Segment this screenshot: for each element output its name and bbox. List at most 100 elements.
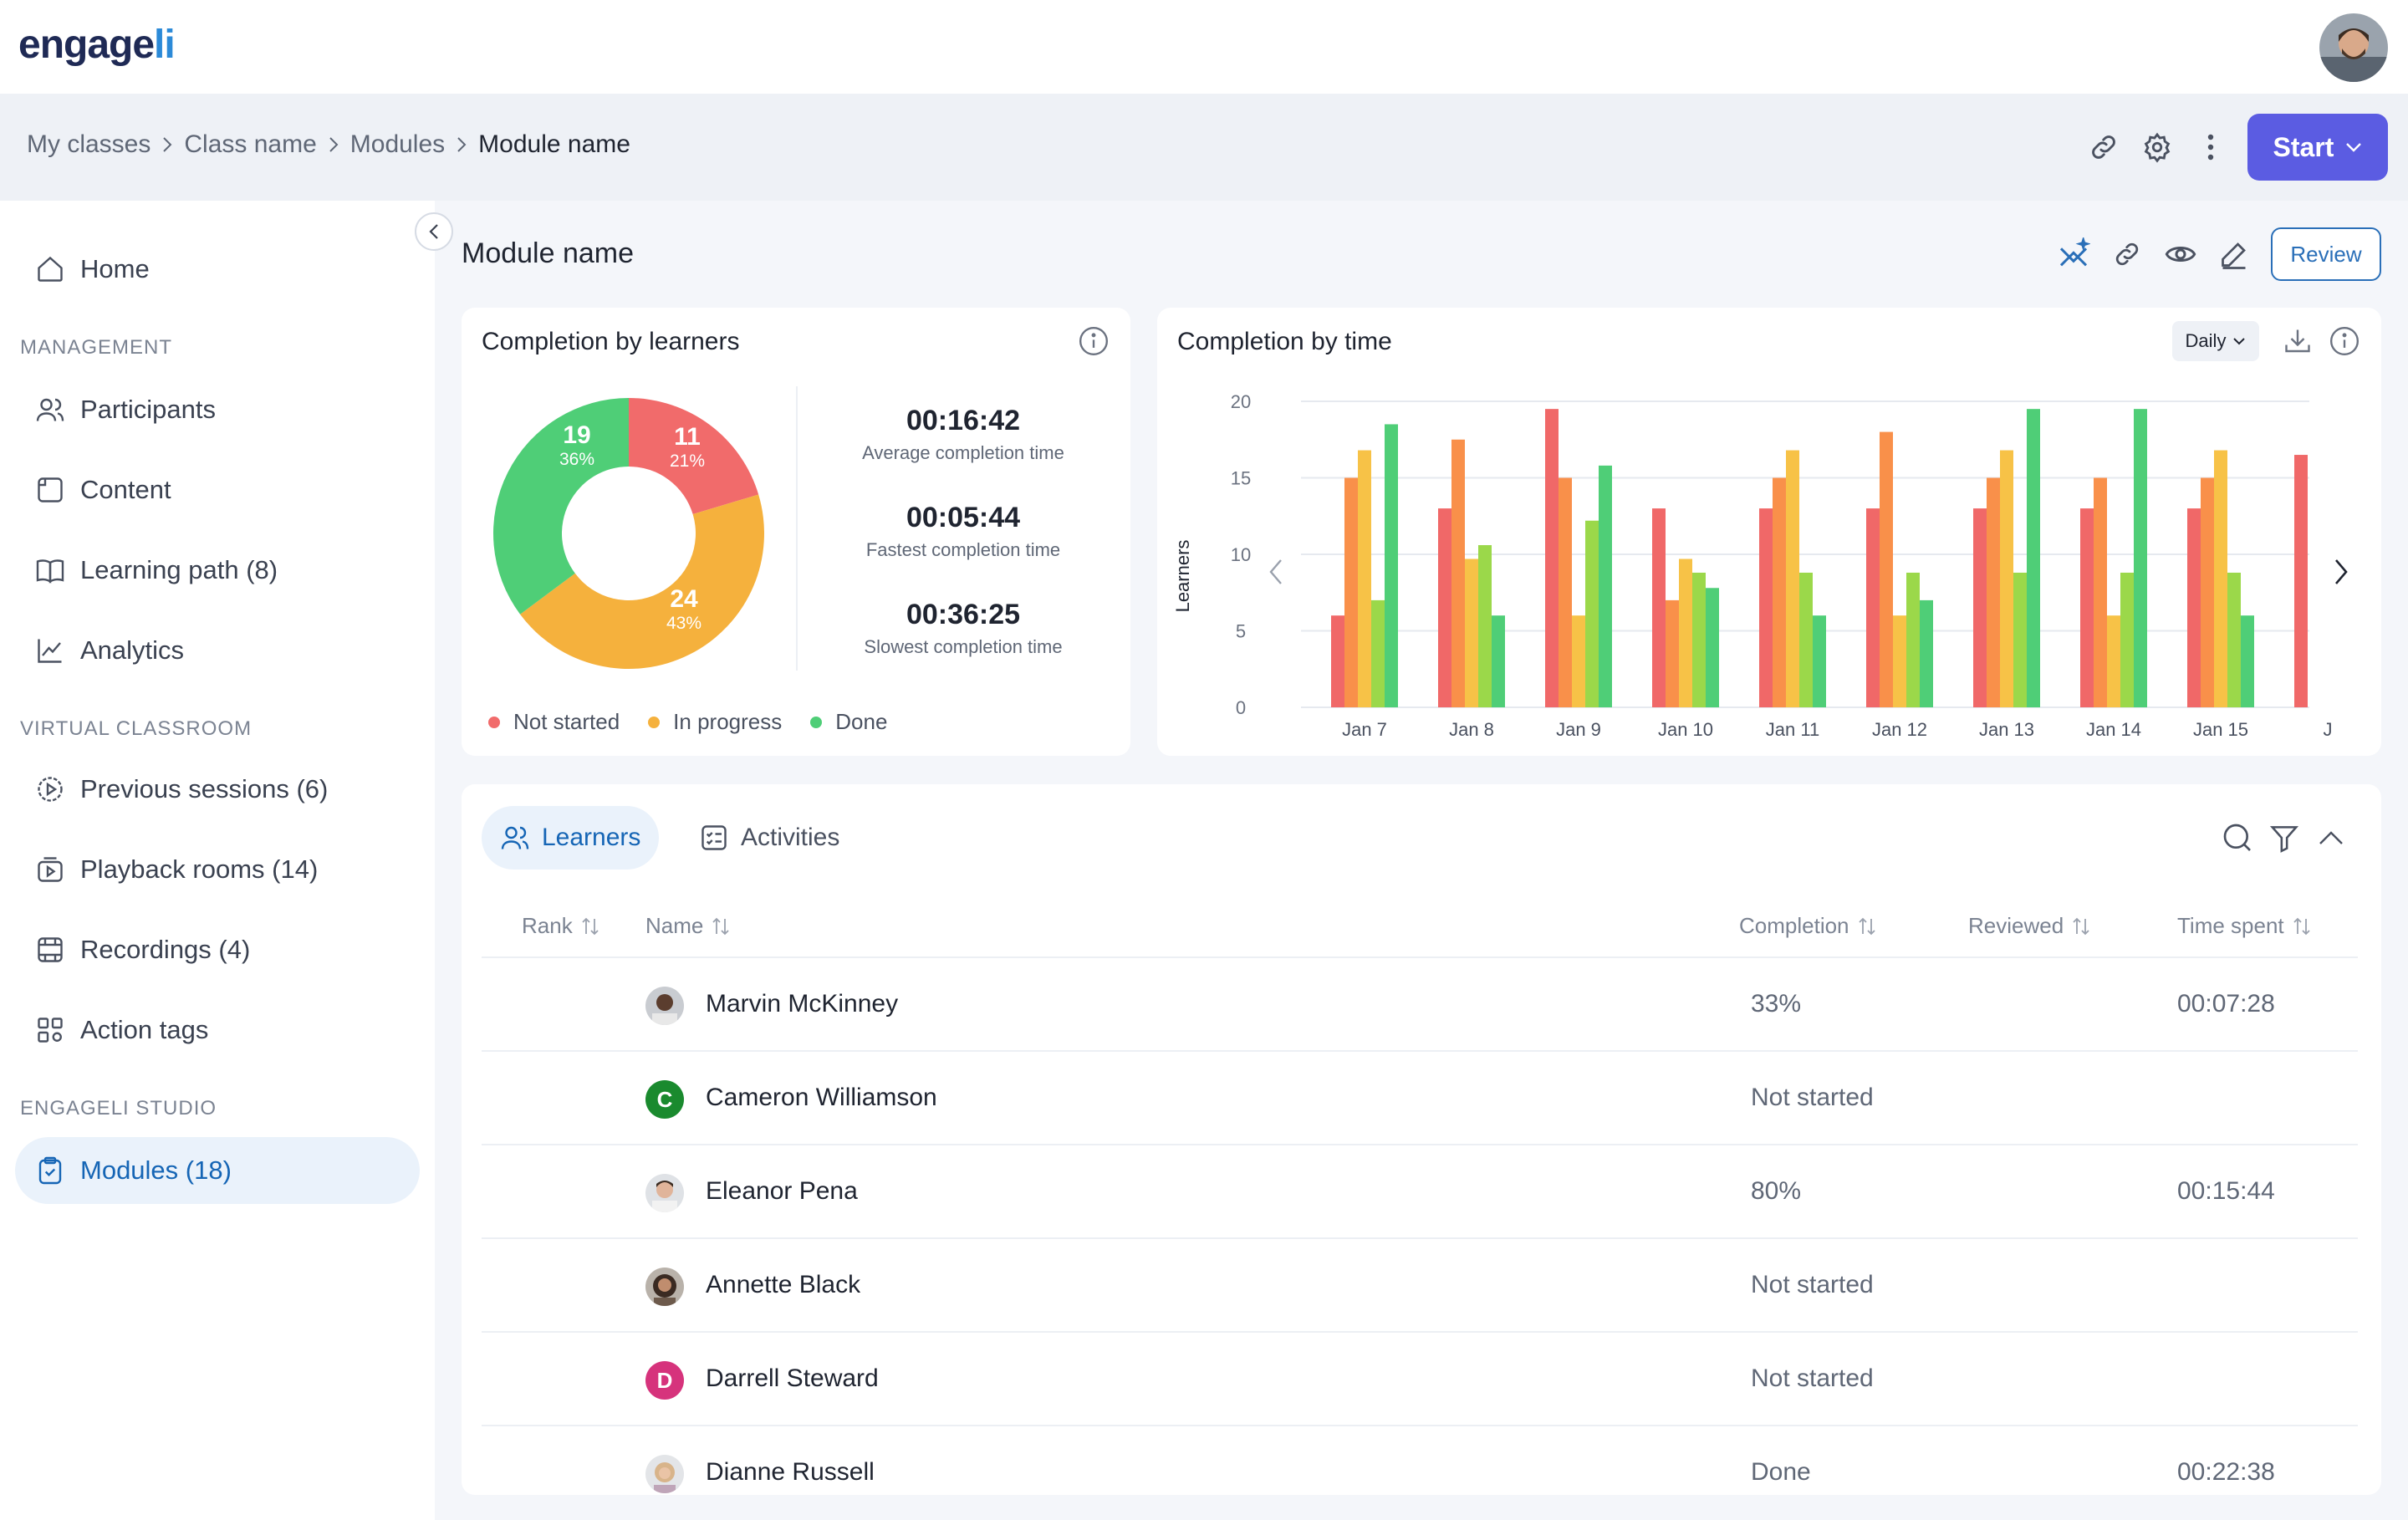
sidebar-item-home[interactable]: Home (15, 236, 420, 303)
donut-slice-done[interactable] (493, 398, 629, 615)
bar[interactable] (1920, 599, 1933, 707)
collapse-sidebar-button[interactable] (415, 212, 453, 251)
sidebar-item-content[interactable]: Content (15, 457, 420, 523)
bar[interactable] (1585, 520, 1599, 707)
header-rank[interactable]: Rank (522, 913, 599, 939)
info-icon[interactable] (1074, 321, 1114, 361)
header-reviewed[interactable]: Reviewed (1968, 913, 2090, 939)
info-icon[interactable] (2324, 321, 2365, 361)
edit-icon[interactable] (2214, 234, 2254, 274)
bar[interactable] (1679, 559, 1692, 707)
review-button[interactable]: Review (2271, 227, 2381, 281)
bar[interactable] (2227, 572, 2241, 707)
sidebar-item-playback-rooms[interactable]: Playback rooms (14) (15, 836, 420, 903)
bar[interactable] (1358, 450, 1371, 707)
bar[interactable] (1652, 508, 1666, 707)
more-vertical-icon[interactable] (2191, 127, 2231, 167)
link-icon[interactable] (2107, 234, 2147, 274)
bar[interactable] (1559, 477, 1572, 708)
table-row[interactable]: Eleanor Pena 80% 00:15:44 (482, 1144, 2358, 1237)
table-row[interactable]: Annette Black Not started (482, 1237, 2358, 1331)
breadcrumb-my-classes[interactable]: My classes (27, 130, 151, 158)
eye-icon[interactable] (2161, 234, 2201, 274)
chart-next-button[interactable] (2321, 552, 2361, 592)
bar[interactable] (2187, 508, 2201, 707)
bar[interactable] (1799, 572, 1813, 707)
bar[interactable] (1666, 599, 1679, 707)
bar[interactable] (1478, 545, 1492, 707)
sidebar-item-previous-sessions[interactable]: Previous sessions (6) (15, 756, 420, 823)
period-select[interactable]: Daily (2172, 321, 2259, 361)
ai-sparkle-icon[interactable] (2053, 234, 2094, 274)
bar[interactable] (2000, 450, 2013, 707)
sidebar-item-participants[interactable]: Participants (15, 376, 420, 443)
gear-icon[interactable] (2137, 127, 2177, 167)
sidebar-item-recordings[interactable]: Recordings (4) (15, 916, 420, 983)
bar[interactable] (1385, 424, 1398, 707)
table-row[interactable]: Marvin McKinney 33% 00:07:28 (482, 956, 2358, 1050)
bar[interactable] (2294, 455, 2308, 707)
sidebar-item-modules[interactable]: Modules (18) (15, 1137, 420, 1204)
download-icon[interactable] (2278, 321, 2318, 361)
start-button[interactable]: Start (2247, 114, 2388, 181)
participants-icon (33, 393, 67, 426)
bar[interactable] (1973, 508, 1987, 707)
bar[interactable] (2241, 615, 2254, 707)
bar[interactable] (1759, 508, 1773, 707)
bar[interactable] (1545, 409, 1559, 707)
bar[interactable] (1599, 465, 1612, 707)
header-name[interactable]: Name (645, 913, 730, 939)
bar[interactable] (2013, 572, 2027, 707)
header-time-spent[interactable]: Time spent (2177, 913, 2311, 939)
table-row[interactable]: C Cameron Williamson Not started (482, 1050, 2358, 1144)
bar[interactable] (1465, 559, 1478, 707)
tab-activities[interactable]: Activities (681, 806, 858, 870)
bar[interactable] (2094, 477, 2107, 708)
bar[interactable] (1344, 477, 1358, 708)
sidebar-item-action-tags[interactable]: Action tags (15, 997, 420, 1063)
bar[interactable] (1987, 477, 2000, 708)
table-row[interactable]: D Darrell Steward Not started (482, 1331, 2358, 1425)
bar[interactable] (1492, 615, 1505, 707)
bar[interactable] (1371, 599, 1385, 707)
x-tick-label: J (2324, 719, 2333, 740)
donut-slice-not-started[interactable] (629, 398, 759, 515)
bar[interactable] (1331, 615, 1344, 707)
bar[interactable] (1786, 450, 1799, 707)
bar[interactable] (2134, 409, 2147, 707)
sidebar-item-analytics[interactable]: Analytics (15, 617, 420, 684)
bar[interactable] (2214, 450, 2227, 707)
bar[interactable] (2107, 615, 2120, 707)
search-icon[interactable] (2217, 818, 2258, 858)
chevron-up-icon[interactable] (2311, 818, 2351, 858)
donut-slice-in-progress[interactable] (520, 494, 764, 669)
chart-prev-button[interactable] (1256, 552, 1296, 592)
bar[interactable] (2120, 572, 2134, 707)
sidebar-item-learning-path[interactable]: Learning path (8) (15, 537, 420, 604)
header-completion[interactable]: Completion (1739, 913, 1876, 939)
bar[interactable] (1866, 508, 1880, 707)
y-tick-label: 5 (1236, 621, 1246, 642)
user-avatar[interactable] (2319, 13, 2388, 82)
bar[interactable] (2027, 409, 2040, 707)
bar[interactable] (1706, 588, 1719, 707)
engageli-logo[interactable]: engageli (18, 23, 176, 67)
link-icon[interactable] (2084, 127, 2124, 167)
bar[interactable] (1893, 615, 1906, 707)
filter-icon[interactable] (2264, 818, 2304, 858)
bar[interactable] (1438, 508, 1451, 707)
tab-learners[interactable]: Learners (482, 806, 660, 870)
bar[interactable] (1813, 615, 1826, 707)
bar[interactable] (1451, 439, 1465, 707)
bar[interactable] (1572, 615, 1585, 707)
donut-label-in-progress: 24 43% (642, 585, 726, 634)
bar[interactable] (1906, 572, 1920, 707)
breadcrumb-modules[interactable]: Modules (349, 130, 446, 158)
bar[interactable] (2080, 508, 2094, 707)
bar[interactable] (2201, 477, 2214, 708)
bar[interactable] (1880, 431, 1893, 707)
breadcrumb-class-name[interactable]: Class name (184, 130, 317, 158)
bar[interactable] (1773, 477, 1786, 708)
bar[interactable] (1692, 572, 1706, 707)
table-row[interactable]: Dianne Russell Done 00:22:38 (482, 1425, 2358, 1495)
